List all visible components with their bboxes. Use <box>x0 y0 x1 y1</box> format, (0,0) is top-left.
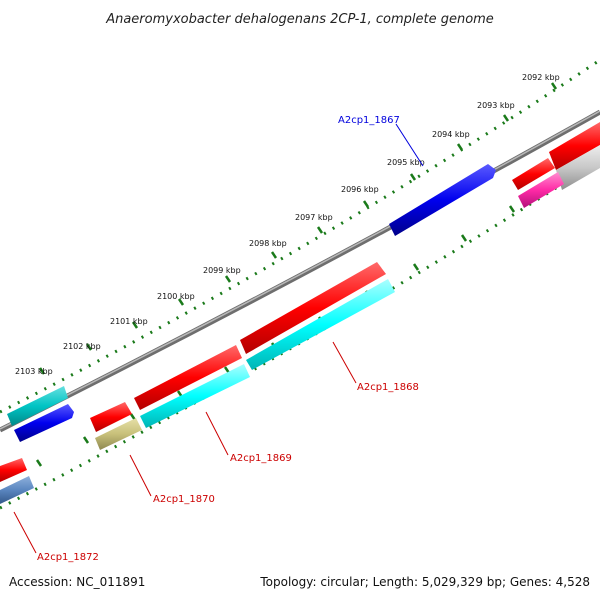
genome-backbone <box>0 109 600 433</box>
kbp-label: 2103 kbp <box>15 367 53 376</box>
kbp-label: 2097 kbp <box>295 213 333 222</box>
label-leaders <box>13 123 424 554</box>
outer-major-ticks <box>38 82 558 375</box>
gene-red-top-right[interactable] <box>512 122 600 190</box>
gene-magenta-right[interactable] <box>518 172 564 208</box>
kbp-label: 2102 kbp <box>63 342 101 351</box>
gene-olive[interactable] <box>95 418 142 450</box>
gene-blue-left[interactable] <box>14 404 74 442</box>
kbp-label: 2093 kbp <box>477 101 515 110</box>
kbp-label: 2096 kbp <box>341 185 379 194</box>
gene-red-1872[interactable] <box>0 458 27 482</box>
gene-red-1869[interactable] <box>134 345 242 410</box>
kbp-labels: 2092 kbp 2093 kbp 2094 kbp 2095 kbp 2096… <box>15 73 560 376</box>
accession-text: Accession: NC_011891 <box>9 575 145 589</box>
kbp-label: 2098 kbp <box>249 239 287 248</box>
kbp-label: 2100 kbp <box>157 292 195 301</box>
kbp-label: 2094 kbp <box>432 130 470 139</box>
topology-summary: Topology: circular; Length: 5,029,329 bp… <box>259 575 590 589</box>
gene-label-1870[interactable]: A2cp1_1870 <box>153 494 215 505</box>
gene-cyan-left[interactable] <box>140 364 250 428</box>
kbp-label: 2101 kbp <box>110 317 148 326</box>
gene-red-1870[interactable] <box>90 402 132 432</box>
gene-label-1872[interactable]: A2cp1_1872 <box>37 552 99 563</box>
gene-labels: A2cp1_1867 A2cp1_1868 A2cp1_1869 A2cp1_1… <box>37 115 419 563</box>
outer-tick-ring <box>0 58 600 414</box>
gene-grey-right[interactable] <box>556 145 600 190</box>
gene-label-1867[interactable]: A2cp1_1867 <box>338 115 400 126</box>
gene-label-1869[interactable]: A2cp1_1869 <box>230 453 292 464</box>
gene-cyan-right[interactable] <box>246 279 395 370</box>
kbp-label: 2092 kbp <box>522 73 560 82</box>
gene-red-1868[interactable] <box>240 262 386 354</box>
gene-label-1868[interactable]: A2cp1_1868 <box>357 382 419 393</box>
gene-blue-1867[interactable] <box>389 164 496 236</box>
gene-steel-left[interactable] <box>0 476 34 504</box>
kbp-label: 2099 kbp <box>203 266 241 275</box>
map-title: Anaeromyxobacter dehalogenans 2CP-1, com… <box>105 12 494 27</box>
kbp-label: 2095 kbp <box>387 158 425 167</box>
gene-teal-left[interactable] <box>7 386 68 426</box>
